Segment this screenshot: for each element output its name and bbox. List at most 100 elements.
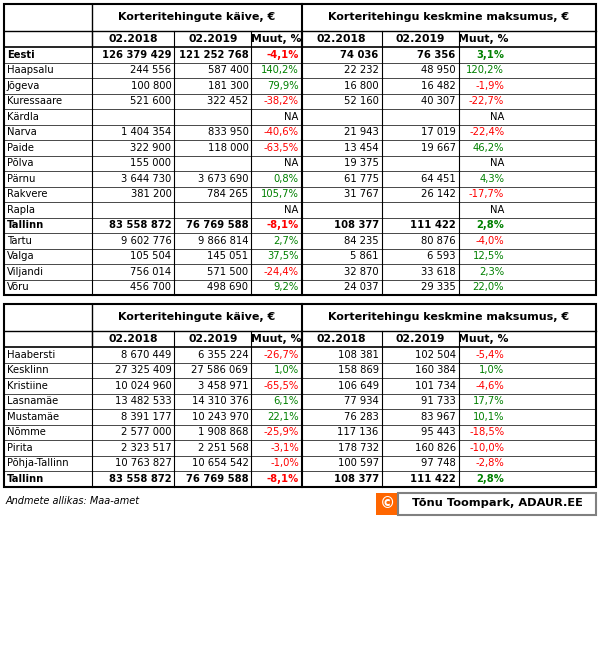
Text: 244 556: 244 556: [130, 66, 172, 75]
Text: 100 597: 100 597: [338, 458, 379, 468]
Text: 2,8%: 2,8%: [476, 220, 504, 231]
Text: 381 200: 381 200: [131, 189, 172, 199]
Text: 13 454: 13 454: [344, 143, 379, 153]
Text: -38,2%: -38,2%: [264, 96, 299, 106]
Text: 97 748: 97 748: [421, 458, 455, 468]
Text: 3 458 971: 3 458 971: [198, 381, 248, 391]
Text: Pirita: Pirita: [7, 443, 32, 453]
Text: 22,0%: 22,0%: [473, 282, 504, 292]
Text: 102 504: 102 504: [415, 350, 455, 360]
Text: Korteritehingute käive, €: Korteritehingute käive, €: [118, 12, 275, 22]
Text: Kristiine: Kristiine: [7, 381, 48, 391]
Text: 22 232: 22 232: [344, 66, 379, 75]
Text: 521 600: 521 600: [130, 96, 172, 106]
Text: 17,7%: 17,7%: [473, 396, 504, 406]
Text: ©: ©: [379, 496, 395, 511]
Text: 3 644 730: 3 644 730: [121, 174, 172, 184]
Text: 322 900: 322 900: [130, 143, 172, 153]
Text: 145 051: 145 051: [208, 252, 248, 261]
Text: -1,9%: -1,9%: [475, 81, 504, 91]
Text: -4,0%: -4,0%: [476, 236, 504, 246]
Text: Muut, %: Muut, %: [458, 334, 508, 344]
Text: -26,7%: -26,7%: [263, 350, 299, 360]
Text: Narva: Narva: [7, 127, 37, 138]
Text: 456 700: 456 700: [130, 282, 172, 292]
Text: 48 950: 48 950: [421, 66, 455, 75]
Text: 10 654 542: 10 654 542: [191, 458, 248, 468]
Text: 3,1%: 3,1%: [476, 50, 504, 60]
Text: 19 667: 19 667: [421, 143, 455, 153]
Text: 13 482 533: 13 482 533: [115, 396, 172, 406]
Text: 40 307: 40 307: [421, 96, 455, 106]
Text: 105 504: 105 504: [130, 252, 172, 261]
Text: -18,5%: -18,5%: [469, 427, 504, 438]
Text: Viljandi: Viljandi: [7, 267, 44, 277]
Text: 74 036: 74 036: [340, 50, 379, 60]
Text: 9,2%: 9,2%: [274, 282, 299, 292]
Text: 10 763 827: 10 763 827: [115, 458, 172, 468]
Text: 76 283: 76 283: [344, 412, 379, 422]
Text: Paide: Paide: [7, 143, 34, 153]
Text: Tallinn: Tallinn: [7, 474, 44, 484]
Text: Kärdla: Kärdla: [7, 112, 39, 122]
Text: 160 826: 160 826: [415, 443, 455, 453]
Text: -4,6%: -4,6%: [475, 381, 504, 391]
Text: 100 800: 100 800: [131, 81, 172, 91]
Text: 21 943: 21 943: [344, 127, 379, 138]
Text: 76 769 588: 76 769 588: [186, 220, 248, 231]
Text: Võru: Võru: [7, 282, 29, 292]
Text: 117 136: 117 136: [337, 427, 379, 438]
Text: 02.2018: 02.2018: [109, 334, 158, 344]
Text: 1,0%: 1,0%: [479, 365, 504, 375]
Text: 111 422: 111 422: [410, 474, 455, 484]
Text: -3,1%: -3,1%: [270, 443, 299, 453]
Text: 756 014: 756 014: [130, 267, 172, 277]
Text: -22,4%: -22,4%: [469, 127, 504, 138]
Text: 32 870: 32 870: [344, 267, 379, 277]
Text: NA: NA: [490, 112, 504, 122]
Text: Jõgeva: Jõgeva: [7, 81, 40, 91]
Bar: [4, 4, 596, 295]
Text: NA: NA: [490, 205, 504, 215]
Text: 27 325 409: 27 325 409: [115, 365, 172, 375]
Text: 02.2019: 02.2019: [188, 334, 238, 344]
Text: Pärnu: Pärnu: [7, 174, 35, 184]
Text: -4,1%: -4,1%: [266, 50, 299, 60]
Text: -25,9%: -25,9%: [263, 427, 299, 438]
Text: 52 160: 52 160: [344, 96, 379, 106]
Text: 8 391 177: 8 391 177: [121, 412, 172, 422]
Text: 6,1%: 6,1%: [274, 396, 299, 406]
Text: Põhja-Tallinn: Põhja-Tallinn: [7, 458, 68, 468]
Bar: [4, 304, 596, 487]
Text: 120,2%: 120,2%: [466, 66, 504, 75]
Text: 155 000: 155 000: [130, 159, 172, 168]
Text: 02.2019: 02.2019: [395, 34, 445, 44]
Text: 02.2019: 02.2019: [395, 334, 445, 344]
Text: 26 142: 26 142: [421, 189, 455, 199]
Text: 118 000: 118 000: [208, 143, 248, 153]
Text: -63,5%: -63,5%: [263, 143, 299, 153]
Text: 2 323 517: 2 323 517: [121, 443, 172, 453]
Text: 37,5%: 37,5%: [267, 252, 299, 261]
Text: NA: NA: [284, 112, 299, 122]
Text: Eesti: Eesti: [7, 50, 35, 60]
Text: 587 400: 587 400: [208, 66, 248, 75]
Text: -65,5%: -65,5%: [263, 381, 299, 391]
Text: 158 869: 158 869: [338, 365, 379, 375]
Text: 0,8%: 0,8%: [274, 174, 299, 184]
Text: 101 734: 101 734: [415, 381, 455, 391]
Text: 178 732: 178 732: [338, 443, 379, 453]
Text: Muut, %: Muut, %: [251, 34, 302, 44]
Text: 22,1%: 22,1%: [267, 412, 299, 422]
Text: 10 024 960: 10 024 960: [115, 381, 172, 391]
Text: 1 908 868: 1 908 868: [198, 427, 248, 438]
Text: 91 733: 91 733: [421, 396, 455, 406]
Text: 16 800: 16 800: [344, 81, 379, 91]
Text: 16 482: 16 482: [421, 81, 455, 91]
Text: 33 618: 33 618: [421, 267, 455, 277]
Text: -24,4%: -24,4%: [264, 267, 299, 277]
Text: NA: NA: [490, 159, 504, 168]
Text: 126 379 429: 126 379 429: [102, 50, 172, 60]
Text: 10 243 970: 10 243 970: [192, 412, 248, 422]
Text: 76 769 588: 76 769 588: [186, 474, 248, 484]
